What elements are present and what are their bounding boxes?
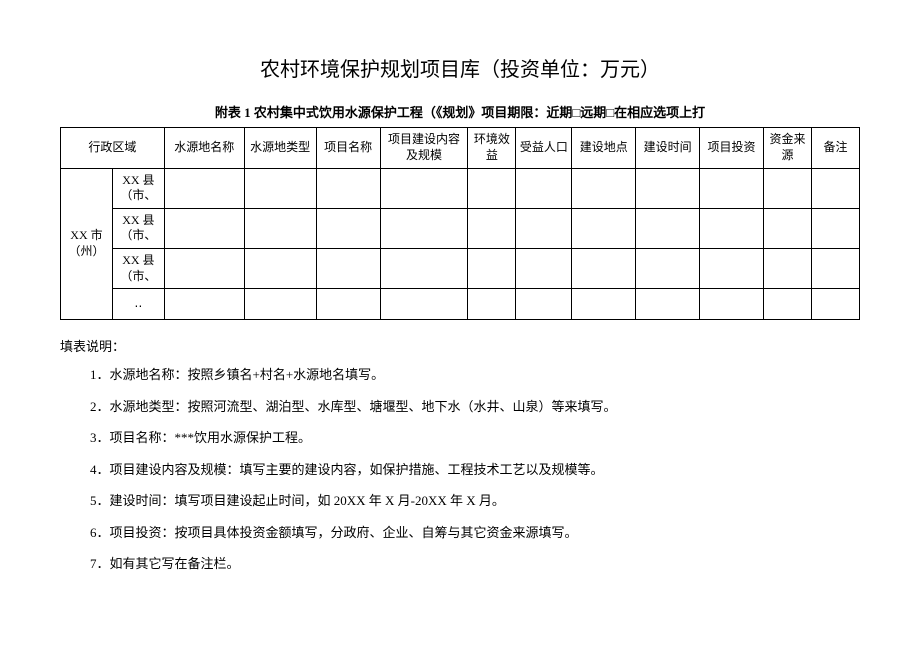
- note-item: 1．水源地名称：按照乡镇名+村名+水源地名填写。: [90, 365, 860, 385]
- header-remark: 备注: [811, 128, 859, 168]
- header-time: 建设时间: [636, 128, 700, 168]
- header-content-scale: 项目建设内容及规模: [380, 128, 468, 168]
- cell-empty: [700, 248, 764, 288]
- region-child-cell: XX 县（市、: [112, 248, 164, 288]
- cell-empty: [636, 168, 700, 208]
- cell-empty: [572, 289, 636, 320]
- cell-empty: [316, 168, 380, 208]
- region-child-cell: XX 县（市、: [112, 208, 164, 248]
- cell-empty: [316, 248, 380, 288]
- cell-empty: [636, 289, 700, 320]
- note-item: 6．项目投资：按项目具体投资金额填写，分政府、企业、自筹与其它资金来源填写。: [90, 523, 860, 543]
- table-row: XX 县（市、: [61, 208, 860, 248]
- note-item: 3．项目名称：***饮用水源保护工程。: [90, 428, 860, 448]
- header-population: 受益人口: [516, 128, 572, 168]
- cell-empty: [164, 168, 244, 208]
- document-title: 农村环境保护规划项目库（投资单位：万元）: [60, 53, 860, 82]
- cell-empty: [764, 248, 812, 288]
- cell-empty: [811, 289, 859, 320]
- header-water-type: 水源地类型: [244, 128, 316, 168]
- project-table: 行政区域 水源地名称 水源地类型 项目名称 项目建设内容及规模 环境效益 受益人…: [60, 127, 860, 320]
- cell-empty: [516, 248, 572, 288]
- cell-empty: [700, 168, 764, 208]
- cell-empty: [764, 168, 812, 208]
- cell-empty: [700, 208, 764, 248]
- cell-empty: [380, 248, 468, 288]
- cell-empty: [380, 208, 468, 248]
- table-header-row: 行政区域 水源地名称 水源地类型 项目名称 项目建设内容及规模 环境效益 受益人…: [61, 128, 860, 168]
- cell-empty: [811, 248, 859, 288]
- cell-empty: [380, 289, 468, 320]
- cell-empty: [636, 208, 700, 248]
- cell-empty: [700, 289, 764, 320]
- note-item: 5．建设时间：填写项目建设起止时间，如 20XX 年 X 月-20XX 年 X …: [90, 491, 860, 511]
- cell-empty: [244, 208, 316, 248]
- cell-empty: [572, 248, 636, 288]
- cell-empty: [244, 248, 316, 288]
- header-project-name: 项目名称: [316, 128, 380, 168]
- cell-empty: [468, 208, 516, 248]
- header-fund-source: 资金来源: [764, 128, 812, 168]
- cell-empty: [811, 208, 859, 248]
- cell-empty: [764, 289, 812, 320]
- cell-empty: [572, 208, 636, 248]
- header-investment: 项目投资: [700, 128, 764, 168]
- cell-empty: [468, 248, 516, 288]
- cell-empty: [572, 168, 636, 208]
- header-location: 建设地点: [572, 128, 636, 168]
- header-region: 行政区域: [61, 128, 165, 168]
- header-env-benefit: 环境效益: [468, 128, 516, 168]
- cell-empty: [516, 168, 572, 208]
- note-item: 4．项目建设内容及规模：填写主要的建设内容，如保护措施、工程技术工艺以及规模等。: [90, 460, 860, 480]
- table-subtitle: 附表 1 农村集中式饮用水源保护工程（《规划》项目期限：近期□远期□在相应选项上…: [60, 102, 860, 121]
- cell-empty: [468, 168, 516, 208]
- region-child-cell: XX 县（市、: [112, 168, 164, 208]
- table-row: XX 县（市、: [61, 248, 860, 288]
- cell-empty: [380, 168, 468, 208]
- cell-empty: [164, 248, 244, 288]
- cell-empty: [516, 289, 572, 320]
- cell-empty: [468, 289, 516, 320]
- cell-empty: [164, 208, 244, 248]
- region-parent-cell: XX 市（州）: [61, 168, 113, 320]
- cell-empty: [811, 168, 859, 208]
- note-item: 7．如有其它写在备注栏。: [90, 554, 860, 574]
- cell-empty: [764, 208, 812, 248]
- region-child-cell: ‥: [112, 289, 164, 320]
- table-row: ‥: [61, 289, 860, 320]
- cell-empty: [516, 208, 572, 248]
- cell-empty: [316, 289, 380, 320]
- notes-list: 1．水源地名称：按照乡镇名+村名+水源地名填写。 2．水源地类型：按照河流型、湖…: [90, 365, 860, 574]
- notes-header: 填表说明：: [60, 336, 860, 355]
- note-item: 2．水源地类型：按照河流型、湖泊型、水库型、塘堰型、地下水（水井、山泉）等来填写…: [90, 397, 860, 417]
- cell-empty: [164, 289, 244, 320]
- cell-empty: [316, 208, 380, 248]
- header-water-name: 水源地名称: [164, 128, 244, 168]
- cell-empty: [244, 168, 316, 208]
- table-row: XX 市（州） XX 县（市、: [61, 168, 860, 208]
- cell-empty: [244, 289, 316, 320]
- cell-empty: [636, 248, 700, 288]
